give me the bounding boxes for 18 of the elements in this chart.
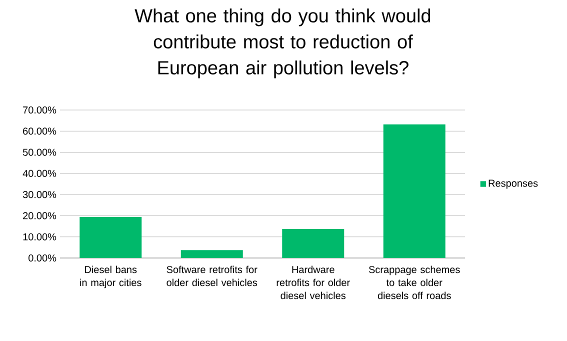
- x-tick-label: Scrappage schemes to take older diesels off roads: [368, 266, 460, 300]
- x-tick-label: Hardware retrofits for older diesel vehicles: [276, 266, 350, 300]
- x-tick-label: Software retrofits for older diesel vehicles: [166, 266, 258, 286]
- y-tick-label: 10.00%: [23, 233, 56, 240]
- bar: [80, 216, 142, 258]
- y-tick-label: 30.00%: [22, 191, 56, 198]
- y-tick-label: 70.00%: [23, 106, 56, 114]
- legend-label: Responses: [488, 180, 538, 189]
- y-tick-label: 40.00%: [22, 170, 56, 177]
- chart-title: What one thing do you think would contribute most to reduction of European air pollution levels?: [134, 8, 430, 78]
- bar: [180, 250, 243, 258]
- y-tick-label: 20.00%: [23, 212, 56, 220]
- x-tick-label: Diesel bans in major cities: [80, 266, 142, 288]
- bar: [282, 229, 344, 258]
- bar: [383, 124, 446, 258]
- y-tick-label: 50.00%: [22, 148, 56, 156]
- y-tick-label: 60.00%: [23, 128, 56, 135]
- y-tick-label: 0.00%: [28, 254, 56, 262]
